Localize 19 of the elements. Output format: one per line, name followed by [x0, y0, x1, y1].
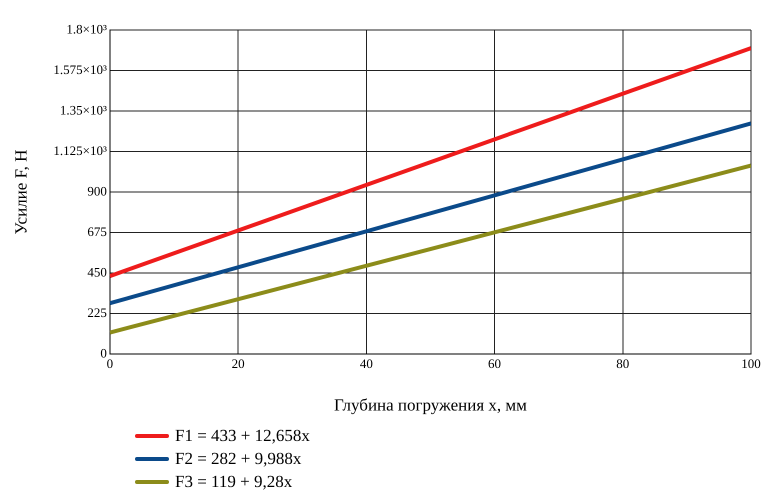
legend-label: F3 = 119 + 9,28x [175, 472, 292, 492]
y-tick-label: 225 [87, 304, 107, 320]
x-tick-label: 100 [741, 356, 761, 372]
x-tick-label: 60 [488, 356, 502, 372]
y-tick-label: 450 [87, 264, 107, 280]
x-tick-label: 40 [360, 356, 373, 372]
y-tick-label: 1.35×10³ [60, 102, 107, 118]
y-tick-label: 1.125×10³ [53, 142, 107, 158]
x-tick-label: 20 [232, 356, 245, 372]
x-axis-title: Глубина погружения x, мм [334, 395, 528, 414]
y-tick-label: 675 [87, 224, 107, 239]
y-tick-label: 0 [100, 345, 107, 360]
y-tick-label: 900 [87, 183, 107, 198]
legend-label: F2 = 282 + 9,988x [175, 448, 302, 468]
x-tick-label: 80 [616, 356, 630, 372]
y-tick-label: 1.8×10³ [66, 21, 107, 36]
legend-label: F1 = 433 + 12,658x [175, 426, 310, 446]
y-tick-label: 1.575×10³ [53, 62, 107, 77]
y-axis-title: Усилие F, Н [12, 150, 31, 234]
